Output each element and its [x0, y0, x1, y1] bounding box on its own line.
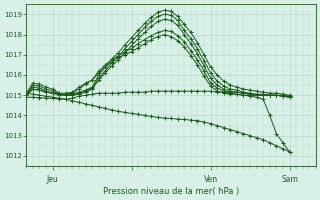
X-axis label: Pression niveau de la mer( hPa ): Pression niveau de la mer( hPa ) [103, 187, 239, 196]
